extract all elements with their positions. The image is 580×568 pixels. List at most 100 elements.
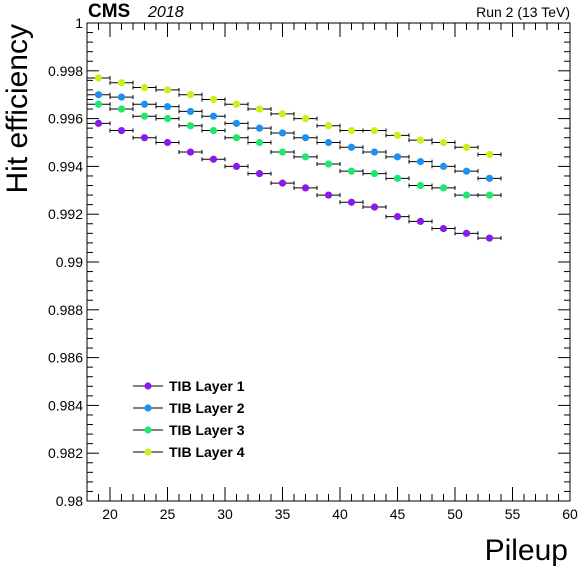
series-group — [86, 91, 502, 182]
y-axis-title: Hit efficiency — [1, 24, 34, 194]
x-tick-label: 30 — [217, 506, 233, 522]
data-point — [324, 160, 333, 168]
data-point — [278, 179, 287, 187]
x-tick-label: 35 — [275, 506, 291, 522]
data-point — [393, 131, 402, 139]
y-tick-label: 0.988 — [48, 302, 83, 318]
data-point — [278, 148, 287, 156]
data-point — [324, 191, 333, 199]
legend-label: TIB Layer 1 — [169, 378, 245, 394]
data-point — [163, 138, 172, 147]
legend-label: TIB Layer 2 — [169, 400, 245, 416]
data-point — [140, 134, 149, 142]
data-point — [347, 143, 356, 151]
data-point — [232, 162, 241, 170]
legend-marker — [144, 426, 152, 434]
data-point — [117, 93, 126, 101]
data-point — [347, 126, 356, 135]
data-point — [232, 134, 241, 142]
data-point — [209, 112, 218, 120]
data-point — [416, 217, 425, 225]
data-series — [86, 74, 502, 242]
x-tick-label: 20 — [102, 506, 118, 522]
data-point — [462, 143, 471, 151]
data-point — [255, 105, 264, 113]
data-point — [186, 107, 195, 116]
legend-marker — [144, 448, 152, 456]
data-point — [232, 119, 241, 127]
data-point — [278, 129, 287, 137]
y-tick-label: 0.98 — [56, 493, 83, 509]
y-tick-label: 0.984 — [48, 397, 83, 413]
y-tick-label: 0.99 — [56, 254, 83, 270]
legend-marker — [144, 382, 152, 390]
x-tick-label: 25 — [160, 506, 176, 522]
x-tick-label: 55 — [505, 506, 521, 522]
data-point — [94, 100, 103, 108]
data-point — [117, 105, 126, 113]
data-point — [485, 191, 494, 199]
data-point — [347, 167, 356, 175]
data-point — [347, 198, 356, 206]
legend-label: TIB Layer 3 — [169, 422, 245, 438]
data-point — [324, 138, 333, 147]
data-point — [117, 126, 126, 135]
run-info-label: Run 2 (13 TeV) — [476, 4, 570, 20]
x-tick-label: 60 — [562, 506, 578, 522]
x-tick-label: 45 — [390, 506, 406, 522]
data-point — [370, 169, 379, 178]
data-point — [439, 138, 448, 147]
y-tick-label: 0.994 — [48, 158, 83, 174]
data-point — [232, 100, 241, 108]
data-point — [416, 136, 425, 144]
data-point — [209, 95, 218, 104]
data-point — [324, 122, 333, 130]
series-group — [86, 100, 502, 199]
y-axis: 0.98 0.982 0.984 0.986 0.988 0.99 0.992 0.994 0.… — [48, 15, 570, 509]
year-label: 2018 — [147, 4, 184, 21]
data-point — [94, 119, 103, 127]
data-point — [439, 162, 448, 170]
data-point — [163, 86, 172, 94]
data-point — [255, 138, 264, 147]
data-point — [94, 91, 103, 99]
data-point — [301, 115, 310, 123]
legend-marker — [144, 404, 152, 412]
data-point — [485, 174, 494, 182]
data-point — [439, 224, 448, 233]
y-tick-label: 0.998 — [48, 63, 83, 79]
data-point — [370, 148, 379, 156]
data-point — [462, 167, 471, 175]
data-point — [393, 174, 402, 182]
y-tick-label: 0.996 — [48, 111, 83, 127]
data-point — [416, 181, 425, 190]
y-tick-label: 0.992 — [48, 206, 83, 222]
data-point — [94, 74, 103, 82]
data-point — [485, 150, 494, 159]
data-point — [301, 134, 310, 142]
data-point — [255, 169, 264, 178]
data-point — [163, 115, 172, 123]
data-point — [301, 184, 310, 192]
data-point — [485, 234, 494, 242]
data-point — [393, 153, 402, 161]
data-point — [416, 158, 425, 166]
data-point — [186, 148, 195, 156]
data-point — [462, 229, 471, 237]
data-point — [393, 212, 402, 221]
y-tick-label: 1 — [75, 15, 83, 31]
legend-label: TIB Layer 4 — [169, 444, 245, 460]
data-point — [370, 126, 379, 135]
x-axis-title: Pileup — [485, 534, 568, 567]
x-tick-label: 40 — [332, 506, 348, 522]
series-group — [86, 74, 502, 159]
data-point — [186, 122, 195, 130]
data-point — [209, 126, 218, 135]
data-point — [301, 153, 310, 161]
x-tick-label: 50 — [447, 506, 463, 522]
series-group — [86, 119, 502, 242]
data-point — [255, 124, 264, 132]
data-point — [140, 83, 149, 92]
data-point — [163, 103, 172, 111]
